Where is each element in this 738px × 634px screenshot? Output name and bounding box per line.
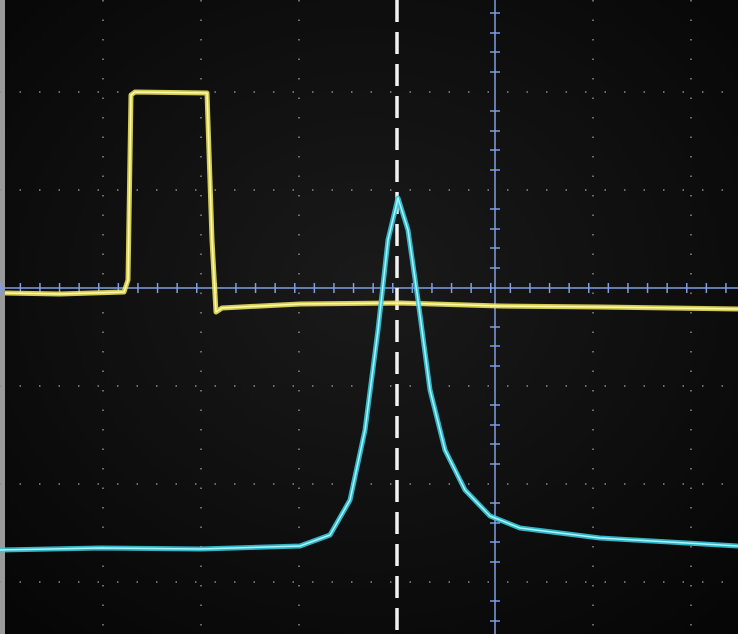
tick-marks (490, 12, 500, 622)
channel-1-trace-core (4, 91, 738, 313)
bezel-edge (0, 0, 5, 634)
vertical-ticks (490, 12, 500, 622)
channel-2-trace-core (0, 197, 738, 551)
